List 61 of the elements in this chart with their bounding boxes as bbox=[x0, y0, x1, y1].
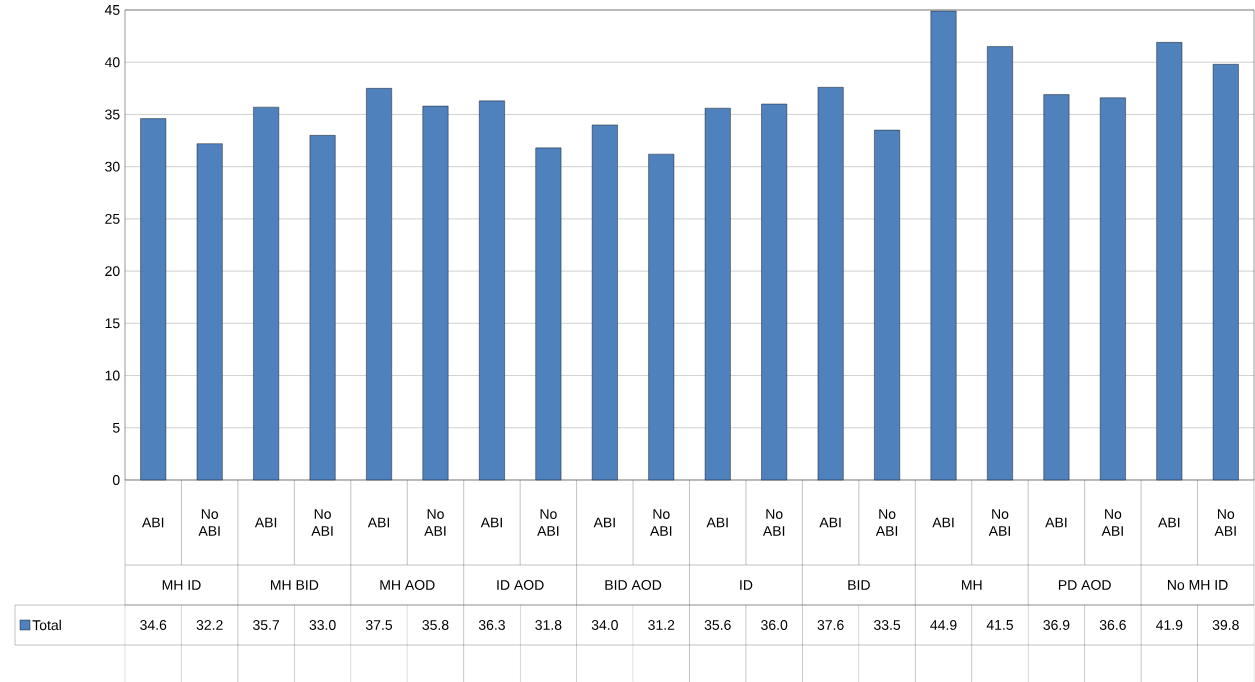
text: MH bbox=[962, 580, 982, 590]
data-label: 44.9 bbox=[930, 620, 957, 630]
y-tick-label: 30 bbox=[105, 161, 120, 172]
text: BID AOD bbox=[605, 580, 662, 590]
data-label: 33.5 bbox=[873, 620, 901, 630]
x-tick-label: ABI bbox=[254, 517, 277, 528]
text: BID bbox=[848, 580, 870, 590]
data-label: 35.7 bbox=[253, 620, 280, 630]
x-tick-label: ABI bbox=[367, 517, 390, 528]
data-label: 37.5 bbox=[365, 620, 393, 630]
data-label: 34.6 bbox=[140, 620, 167, 630]
x-tick-label: ABI bbox=[593, 517, 615, 528]
x-tick-label: ABI bbox=[141, 517, 164, 528]
text: MH BID bbox=[271, 580, 319, 590]
y-tick-label: 25 bbox=[105, 213, 120, 224]
data-label: 37.6 bbox=[817, 620, 844, 630]
y-tick-label: 45 bbox=[104, 5, 120, 15]
data-label: 36.3 bbox=[478, 620, 505, 630]
x-tick-label: ABI bbox=[1158, 517, 1180, 528]
text: No MH ID bbox=[1167, 580, 1228, 590]
y-tick-label: 0 bbox=[112, 475, 120, 485]
y-tick-label: 20 bbox=[105, 266, 120, 277]
text: MH AOD bbox=[380, 580, 435, 590]
data-label: 34.0 bbox=[591, 620, 618, 630]
text: PD AOD bbox=[1058, 580, 1111, 590]
text: ID AOD bbox=[497, 580, 544, 590]
y-tick-label: 10 bbox=[105, 370, 120, 381]
x-tick-label: No ABI bbox=[537, 509, 559, 536]
x-tick-label: No ABI bbox=[762, 509, 785, 536]
data-label: 39.8 bbox=[1212, 620, 1239, 630]
data-label: 31.8 bbox=[535, 620, 562, 630]
text: ID bbox=[740, 580, 753, 590]
data-label: 31.2 bbox=[648, 620, 675, 630]
data-label: 35.6 bbox=[704, 620, 731, 630]
x-tick-label: ABI bbox=[480, 517, 502, 528]
data-label: 32.2 bbox=[196, 620, 223, 630]
data-label: 36.6 bbox=[1099, 620, 1126, 630]
x-tick-label: No ABI bbox=[988, 509, 1010, 536]
x-tick-label: ABI bbox=[819, 517, 841, 528]
data-label: 41.5 bbox=[986, 620, 1014, 630]
x-tick-label: No ABI bbox=[650, 509, 672, 536]
data-label: 36.9 bbox=[1043, 620, 1070, 630]
x-tick-label: ABI bbox=[932, 517, 954, 528]
data-label: 35.8 bbox=[422, 620, 449, 630]
text: MH ID bbox=[162, 580, 201, 590]
x-tick-label: No ABI bbox=[198, 509, 220, 536]
y-tick-label: 40 bbox=[104, 57, 120, 68]
x-tick-label: No ABI bbox=[1214, 509, 1236, 536]
y-tick-label: 15 bbox=[105, 318, 120, 329]
y-tick-label: 35 bbox=[105, 109, 120, 120]
x-tick-label: No ABI bbox=[311, 509, 333, 536]
y-tick-label: 5 bbox=[112, 422, 120, 433]
x-tick-label: ABI bbox=[706, 517, 728, 528]
data-label: 33.0 bbox=[309, 620, 336, 630]
x-tick-label: ABI bbox=[1045, 517, 1067, 528]
x-tick-label: No ABI bbox=[1101, 509, 1123, 536]
legend-label: Total bbox=[32, 619, 61, 631]
x-tick-label: No ABI bbox=[424, 509, 446, 536]
data-label: 36.0 bbox=[761, 620, 788, 630]
x-tick-label: No ABI bbox=[875, 509, 898, 536]
data-label: 41.9 bbox=[1156, 620, 1183, 630]
